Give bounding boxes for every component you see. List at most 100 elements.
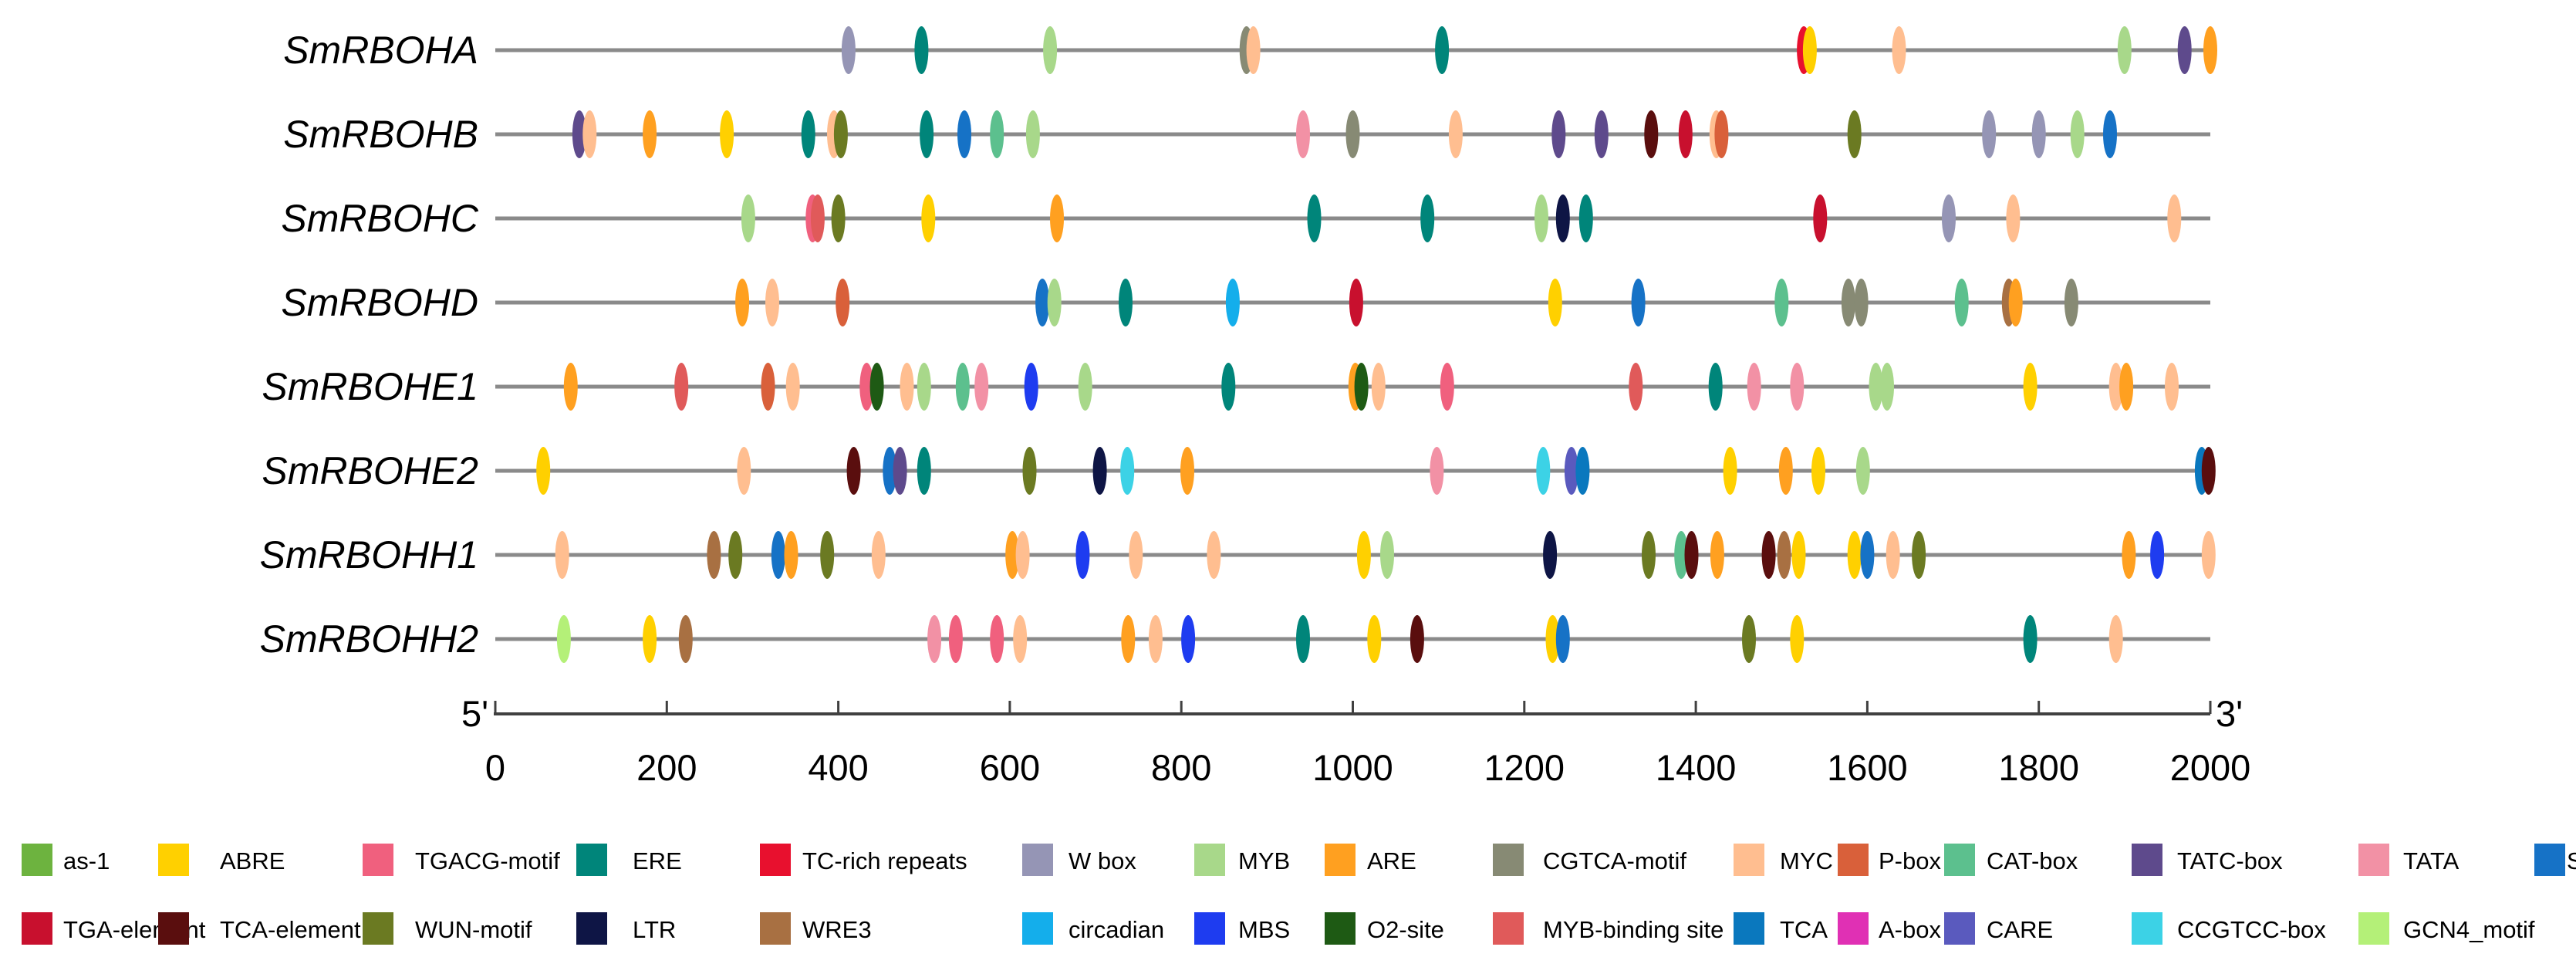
element-site-gcn4-motif: [556, 615, 571, 663]
element-site-myc: [582, 110, 597, 158]
element-site-stre: [957, 110, 971, 158]
legend-label: TCA-element: [220, 916, 361, 943]
element-site-stre: [1860, 531, 1875, 579]
x-tick-label: 800: [1151, 747, 1211, 788]
legend-item-are: ARE: [1325, 844, 1416, 876]
element-site-cat-box: [990, 110, 1004, 158]
element-site-abre: [1356, 531, 1371, 579]
gene-row-smrbohh1: SmRBOHH1: [260, 531, 2216, 579]
legend-label: circadian: [1069, 916, 1164, 943]
element-site-tca-element: [1644, 110, 1659, 158]
element-site-ltr: [1555, 194, 1570, 242]
element-site-ccgtcc-box: [1536, 447, 1551, 495]
element-site-abre: [1723, 447, 1737, 495]
element-site-are: [1778, 447, 1793, 495]
legend-swatch: [1734, 912, 1764, 945]
legend-label: MYB: [1238, 847, 1290, 874]
element-site-cgtca-motif: [1345, 110, 1360, 158]
element-site-ere: [914, 26, 929, 74]
x-tick-label: 2000: [2170, 747, 2251, 788]
legend-label: GCN4_motif: [2403, 916, 2535, 943]
element-site-myb: [2070, 110, 2085, 158]
legend-swatch: [1493, 844, 1524, 876]
legend-swatch: [158, 912, 189, 945]
element-site-cat-box: [1954, 279, 1969, 326]
gene-row-smrboha: SmRBOHA: [283, 26, 2217, 74]
legend-label: ERE: [633, 847, 682, 874]
element-site-tata: [1296, 110, 1310, 158]
element-site-are: [1005, 531, 1020, 579]
element-site-tga-element: [1678, 110, 1693, 158]
legend-label: CGTCA-motif: [1543, 847, 1686, 874]
gene-row-smrbohe2: SmRBOHE2: [262, 447, 2216, 495]
element-site-tgacg-motif: [1440, 363, 1454, 411]
element-site-stre: [1555, 615, 1570, 663]
legend-item-cgtca-motif: CGTCA-motif: [1493, 844, 1686, 876]
element-site-ere: [1296, 615, 1310, 663]
element-site-myc: [2006, 194, 2021, 242]
element-site-ere: [1708, 363, 1723, 411]
element-site-tatc-box: [572, 110, 586, 158]
legend-label: MBS: [1238, 916, 1290, 943]
legend-swatch: [2132, 844, 2162, 876]
element-site-myb: [1025, 110, 1040, 158]
element-site-tca-element: [846, 447, 861, 495]
legend-swatch: [1493, 912, 1524, 945]
element-site-wre3: [707, 531, 721, 579]
legend-swatch: [1022, 844, 1053, 876]
legend-swatch: [1194, 844, 1225, 876]
element-site-myc: [1448, 110, 1463, 158]
legend-item-wun-motif: WUN-motif: [363, 912, 532, 945]
legend-swatch: [158, 844, 189, 876]
legend-swatch: [576, 844, 607, 876]
x-tick-label: 400: [808, 747, 868, 788]
legend-label: ABRE: [220, 847, 285, 874]
legend-label: MYC: [1780, 847, 1833, 874]
element-site-wun-motif: [831, 194, 846, 242]
legend-swatch: [1838, 844, 1869, 876]
legend-item-ccgtcc-box: CCGTCC-box: [2132, 912, 2326, 945]
legend-item-myb-binding-site: MYB-binding site: [1493, 912, 1724, 945]
element-site-wun-motif: [820, 531, 835, 579]
element-site-abre: [2023, 363, 2038, 411]
element-site-abre: [1790, 615, 1805, 663]
element-site-mbs: [1024, 363, 1038, 411]
legend-item-tata: TATA: [2358, 844, 2460, 876]
element-site-myb: [1855, 447, 1870, 495]
element-site-myc: [2167, 194, 2182, 242]
element-site-p-box: [836, 279, 850, 326]
element-site-ccgtcc-box: [1120, 447, 1135, 495]
element-site-wun-motif: [1912, 531, 1926, 579]
element-site-ere: [1119, 279, 1133, 326]
element-site-myc: [1013, 615, 1028, 663]
element-site-abre: [921, 194, 936, 242]
legend-item-w-box: W box: [1022, 844, 1136, 876]
element-site-cat-box: [1674, 531, 1689, 579]
element-site-tca-element: [2201, 447, 2216, 495]
legend-swatch: [760, 844, 791, 876]
element-site-wre3: [1777, 531, 1791, 579]
legend-label: CCGTCC-box: [2177, 916, 2326, 943]
legend-item-a-box: A-box: [1838, 912, 1941, 945]
x-tick-label: 200: [636, 747, 697, 788]
gene-label: SmRBOHE2: [262, 449, 478, 492]
x-axis-ticks: 0 200 400 600 800 1000 1200 1400 1600 1800 2000: [485, 701, 2250, 788]
legend-swatch: [1944, 912, 1975, 945]
legend-item-o2-site: O2-site: [1325, 912, 1444, 945]
legend-swatch: [363, 912, 393, 945]
gene-label: SmRBOHH1: [260, 533, 478, 577]
legend-item-as-1: as-1: [22, 844, 110, 876]
element-site-wun-motif: [1642, 531, 1656, 579]
x-tick-label: 1600: [1827, 747, 1908, 788]
element-site-wun-motif: [1022, 447, 1037, 495]
five-prime-label: 5': [461, 693, 488, 734]
element-site-are: [643, 110, 657, 158]
gene-label: SmRBOHA: [283, 29, 478, 72]
element-site-are: [1180, 447, 1194, 495]
element-site-tata: [1747, 363, 1761, 411]
gene-label: SmRBOHH2: [260, 617, 479, 661]
legend-label: TCA: [1780, 916, 1828, 943]
element-site-tca-element: [1761, 531, 1776, 579]
legend-swatch: [2358, 912, 2389, 945]
legend-swatch: [2132, 912, 2162, 945]
